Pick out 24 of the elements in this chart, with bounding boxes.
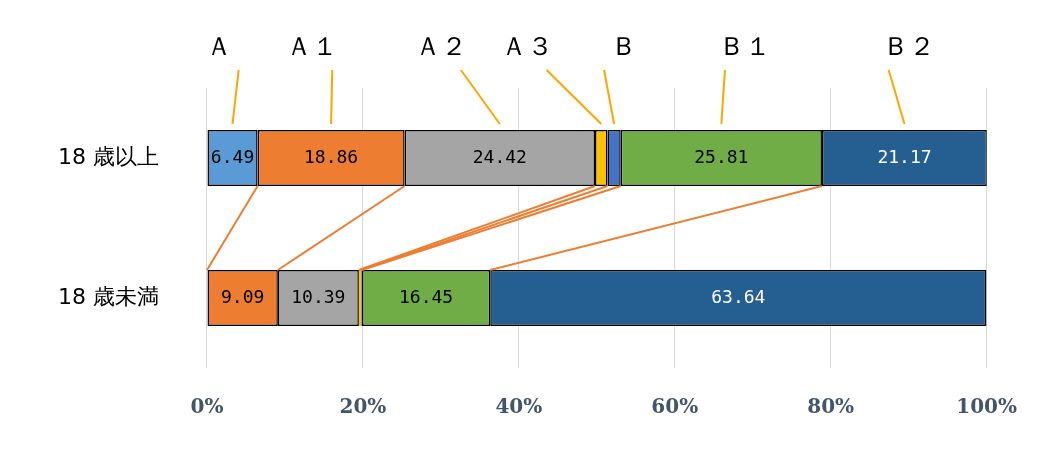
x-tick-label: 100% bbox=[956, 394, 1018, 419]
data-label: 6.49 bbox=[210, 145, 255, 167]
text: Ａ２ bbox=[414, 30, 467, 61]
text: Ａ３ bbox=[500, 30, 553, 61]
x-tick-label: 60% bbox=[651, 394, 699, 419]
data-label: 63.64 bbox=[711, 285, 766, 307]
text: Ａ bbox=[205, 30, 232, 61]
x-tick-label: 0% bbox=[190, 394, 224, 419]
text: Ｂ２ bbox=[882, 30, 935, 61]
y-tick-label: 18 歳未満 bbox=[57, 283, 159, 309]
data-label: 21.17 bbox=[877, 145, 932, 167]
data-label: 18.86 bbox=[304, 145, 359, 167]
text: Ｂ bbox=[611, 30, 638, 61]
data-label: 10.39 bbox=[291, 285, 346, 307]
x-tick-label: 40% bbox=[495, 394, 543, 419]
text: Ａ１ bbox=[286, 30, 339, 61]
x-tick-label: 80% bbox=[807, 394, 855, 419]
data-label: 16.45 bbox=[399, 285, 454, 307]
data-label: 25.81 bbox=[694, 145, 749, 167]
data-label: 9.09 bbox=[220, 285, 265, 307]
y-tick-label: 18 歳以上 bbox=[57, 143, 159, 169]
data-label: 24.42 bbox=[472, 145, 527, 167]
text: Ｂ１ bbox=[718, 30, 771, 61]
x-tick-label: 20% bbox=[339, 394, 387, 419]
